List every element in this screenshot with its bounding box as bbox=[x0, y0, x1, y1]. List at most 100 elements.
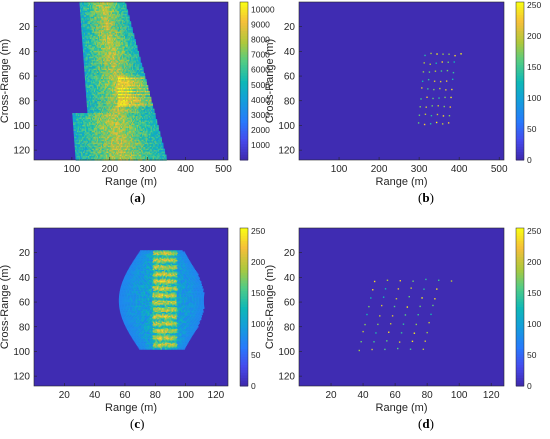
heatmap-cell bbox=[89, 95, 91, 97]
heatmap-cell bbox=[89, 93, 91, 96]
heatmap-cell bbox=[111, 87, 114, 90]
heatmap-cell bbox=[85, 86, 87, 89]
heatmap-cell bbox=[117, 67, 119, 69]
heatmap-cell bbox=[81, 24, 83, 26]
heatmap-cell bbox=[150, 126, 152, 129]
heatmap-cell bbox=[99, 104, 101, 106]
heatmap-cell bbox=[130, 37, 133, 40]
heatmap-cell bbox=[117, 108, 120, 111]
heatmap-cell bbox=[102, 49, 104, 51]
heatmap-cell bbox=[128, 34, 130, 37]
heatmap-cell bbox=[120, 46, 122, 49]
heatmap-cell bbox=[87, 80, 89, 83]
heatmap-cell bbox=[125, 55, 127, 57]
heatmap-cell bbox=[142, 70, 144, 72]
heatmap-cell bbox=[119, 96, 121, 99]
heatmap-cell bbox=[129, 28, 131, 31]
heatmap-cell bbox=[85, 4, 87, 7]
heatmap-cell bbox=[121, 132, 123, 134]
heatmap-cell bbox=[94, 43, 97, 46]
heatmap-cell bbox=[133, 59, 136, 62]
heatmap-cell bbox=[122, 50, 125, 53]
heatmap-cell bbox=[91, 126, 93, 129]
heatmap-cell bbox=[133, 53, 135, 56]
heatmap-cell bbox=[98, 81, 101, 84]
heatmap-cell bbox=[98, 120, 101, 123]
heatmap-cell bbox=[102, 18, 104, 20]
heatmap-cell bbox=[139, 102, 141, 105]
heatmap-cell bbox=[107, 92, 109, 94]
heatmap-cell bbox=[74, 123, 76, 126]
heatmap-cell bbox=[126, 68, 128, 71]
heatmap-cell bbox=[109, 68, 111, 71]
heatmap-cell bbox=[108, 71, 110, 74]
heatmap-cell bbox=[117, 65, 119, 68]
heatmap-cell bbox=[114, 61, 116, 63]
heatmap-cell bbox=[97, 124, 99, 127]
heatmap-cell bbox=[101, 105, 104, 108]
heatmap-cell bbox=[121, 34, 123, 37]
heatmap-cell bbox=[125, 120, 127, 123]
heatmap-cell bbox=[145, 111, 147, 114]
heatmap-cell bbox=[121, 77, 123, 80]
heatmap-cell bbox=[117, 30, 120, 32]
heatmap-cell bbox=[128, 33, 130, 35]
heatmap-cell bbox=[87, 2, 89, 4]
heatmap-cell bbox=[130, 96, 133, 99]
heatmap-cell bbox=[120, 30, 122, 32]
heatmap-cell bbox=[104, 61, 106, 63]
heatmap-cell bbox=[117, 104, 119, 106]
heatmap-cell bbox=[114, 18, 117, 20]
heatmap-cell bbox=[123, 126, 125, 129]
heatmap-cell bbox=[83, 36, 85, 38]
heatmap-cell bbox=[133, 76, 136, 78]
heatmap-cell bbox=[93, 92, 96, 94]
heatmap-cell bbox=[121, 44, 123, 47]
heatmap-cell bbox=[112, 53, 115, 56]
heatmap-cell bbox=[86, 126, 89, 129]
heatmap-cell bbox=[88, 10, 90, 13]
heatmap-cell bbox=[123, 15, 126, 17]
heatmap-cell bbox=[113, 77, 115, 80]
heatmap-cell bbox=[91, 111, 94, 114]
heatmap-cell bbox=[130, 95, 132, 97]
heatmap-cell bbox=[133, 110, 136, 112]
heatmap-cell bbox=[122, 110, 124, 112]
heatmap-cell bbox=[94, 86, 97, 89]
heatmap-cell bbox=[85, 126, 88, 129]
heatmap-cell bbox=[117, 129, 120, 131]
heatmap-cell bbox=[89, 130, 91, 133]
heatmap-cell bbox=[118, 44, 121, 47]
heatmap-cell bbox=[136, 130, 138, 133]
heatmap-cell bbox=[135, 70, 137, 72]
heatmap-cell bbox=[128, 81, 130, 84]
heatmap-cell bbox=[114, 104, 116, 106]
heatmap-cell bbox=[131, 64, 134, 66]
heatmap-cell bbox=[146, 126, 148, 129]
heatmap-cell bbox=[86, 43, 89, 46]
heatmap-cell bbox=[94, 132, 96, 134]
heatmap-cell bbox=[106, 119, 109, 121]
heatmap-cell bbox=[102, 22, 104, 25]
heatmap-cell bbox=[150, 99, 152, 102]
heatmap-cell bbox=[116, 64, 119, 66]
heatmap-cell bbox=[121, 58, 123, 60]
heatmap-cell bbox=[87, 113, 89, 115]
heatmap-cell bbox=[121, 61, 123, 63]
heatmap-cell bbox=[130, 119, 133, 121]
heatmap-cell bbox=[117, 31, 120, 34]
heatmap-cell bbox=[130, 28, 132, 31]
heatmap-cell bbox=[140, 111, 143, 114]
heatmap-cell bbox=[112, 110, 114, 112]
heatmap-cell bbox=[118, 39, 120, 41]
heatmap-cell bbox=[141, 132, 144, 134]
heatmap-cell bbox=[79, 135, 81, 137]
heatmap-cell bbox=[108, 101, 110, 103]
heatmap-cell bbox=[127, 83, 129, 86]
heatmap-cell bbox=[125, 124, 127, 127]
heatmap-cell bbox=[103, 104, 106, 106]
heatmap-cell bbox=[91, 68, 93, 71]
heatmap-cell bbox=[121, 68, 124, 71]
heatmap-cell bbox=[119, 30, 121, 32]
heatmap-cell bbox=[112, 127, 114, 130]
